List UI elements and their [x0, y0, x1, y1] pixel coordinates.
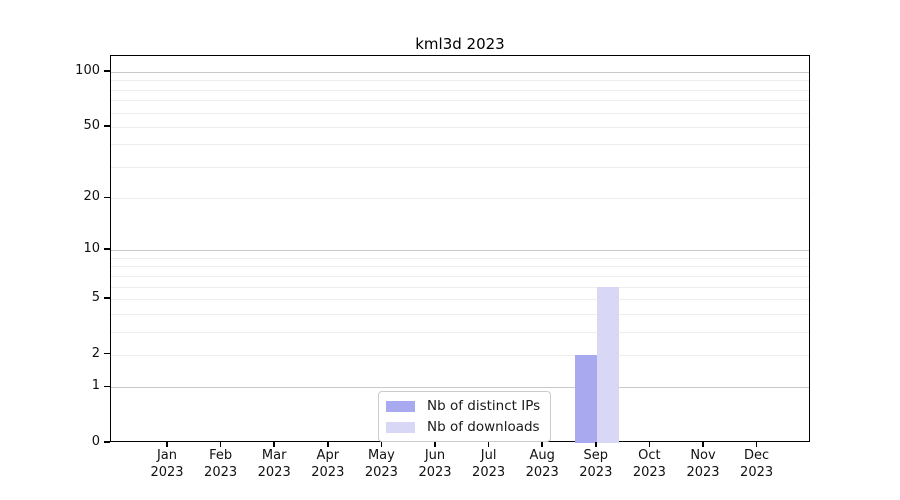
- x-tick-month: Jan: [156, 448, 178, 463]
- x-tick-year: 2023: [364, 464, 398, 480]
- legend-swatch-distinct-ips-icon: [386, 400, 415, 412]
- y-tick-mark: [104, 196, 110, 198]
- x-tick-mark: [595, 442, 597, 447]
- gridline-minor: [111, 89, 809, 91]
- x-tick-year: 2023: [418, 464, 452, 480]
- x-tick-mark: [541, 442, 543, 447]
- y-tick-mark: [104, 385, 110, 388]
- x-tick-month: Feb: [209, 448, 233, 463]
- gridline-minor: [111, 198, 809, 200]
- gridline-minor: [111, 257, 809, 259]
- legend: Nb of distinct IPs Nb of downloads: [378, 391, 552, 442]
- x-tick-year: 2023: [204, 464, 238, 480]
- x-tick-month: Mar: [261, 448, 287, 463]
- x-tick-mark: [434, 442, 436, 447]
- x-tick-label: Nov 2023: [675, 448, 731, 481]
- gridline-minor: [111, 112, 809, 114]
- x-tick-label: Aug 2023: [514, 448, 570, 481]
- bar-nb-of-distinct-ips: [574, 354, 597, 443]
- gridline-major: [111, 250, 809, 252]
- gridline-minor: [111, 331, 809, 333]
- gridline-minor: [111, 166, 809, 168]
- legend-item-distinct-ips: Nb of distinct IPs: [386, 398, 540, 414]
- y-tick-mark: [104, 70, 110, 72]
- plot-area: Nb of distinct IPs Nb of downloads: [110, 55, 810, 443]
- x-tick-mark: [273, 442, 275, 447]
- gridline-minor: [111, 275, 809, 277]
- gridline-minor: [111, 80, 809, 82]
- x-tick-label: Feb 2023: [193, 448, 249, 481]
- y-tick-mark: [104, 297, 110, 299]
- x-tick-mark: [702, 442, 704, 447]
- legend-item-downloads: Nb of downloads: [386, 419, 540, 435]
- x-tick-label: Sep 2023: [568, 448, 624, 481]
- gridline-minor: [111, 286, 809, 288]
- bars-layer: [111, 56, 809, 443]
- x-tick-mark: [487, 442, 490, 447]
- x-tick-label: Apr 2023: [300, 448, 356, 481]
- x-tick-label: Jul 2023: [461, 448, 517, 481]
- x-tick-year: 2023: [632, 464, 666, 480]
- x-tick-month: Nov: [690, 448, 716, 463]
- x-tick-label: Oct 2023: [621, 448, 677, 481]
- x-tick-label: Jan 2023: [139, 448, 195, 481]
- gridline-minor: [111, 298, 809, 300]
- y-tick-label: 10: [83, 241, 100, 257]
- x-tick-label: Dec 2023: [729, 448, 785, 481]
- y-tick-label: 50: [83, 117, 100, 133]
- x-tick-year: 2023: [579, 464, 613, 480]
- x-tick-mark: [219, 442, 222, 447]
- x-tick-label: Jun 2023: [407, 448, 463, 481]
- x-tick-year: 2023: [311, 464, 345, 480]
- legend-swatch-downloads-icon: [386, 421, 415, 433]
- x-tick-year: 2023: [472, 464, 506, 480]
- legend-label-distinct-ips: Nb of distinct IPs: [427, 398, 541, 414]
- x-tick-mark: [327, 442, 329, 447]
- y-tick-mark: [104, 248, 110, 250]
- y-tick-label: 100: [75, 63, 100, 78]
- y-tick-mark: [104, 441, 110, 443]
- chart-title: kml3d 2023: [415, 35, 505, 53]
- y-tick-label: 2: [91, 345, 100, 361]
- y-tick-mark: [104, 352, 110, 355]
- gridline-major: [111, 72, 809, 73]
- x-tick-mark: [166, 442, 168, 447]
- x-tick-mark: [648, 442, 651, 447]
- x-tick-year: 2023: [740, 464, 774, 480]
- gridline-minor: [111, 126, 809, 128]
- x-tick-month: Oct: [638, 448, 661, 463]
- gridline-minor: [111, 313, 809, 315]
- x-tick-mark: [380, 442, 383, 447]
- x-tick-year: 2023: [150, 464, 184, 480]
- gridline-minor: [111, 354, 809, 356]
- x-tick-month: Jul: [480, 448, 497, 463]
- x-tick-year: 2023: [686, 464, 720, 480]
- gridlines-layer: [111, 56, 809, 441]
- y-tick-label: 1: [91, 378, 100, 394]
- x-tick-year: 2023: [257, 464, 291, 480]
- gridline-minor: [111, 144, 809, 146]
- gridline-major: [111, 387, 809, 389]
- x-tick-month: Dec: [744, 448, 770, 463]
- bar-nb-of-downloads: [596, 286, 619, 443]
- x-tick-month: Jun: [424, 448, 446, 463]
- x-tick-mark: [755, 442, 758, 447]
- y-tick-mark: [104, 125, 110, 127]
- x-tick-month: Aug: [529, 448, 555, 463]
- y-tick-label: 0: [91, 434, 100, 449]
- legend-label-downloads: Nb of downloads: [427, 419, 540, 435]
- x-tick-year: 2023: [525, 464, 559, 480]
- gridline-minor: [111, 266, 809, 268]
- x-tick-month: Apr: [316, 448, 340, 463]
- x-tick-month: May: [367, 448, 395, 463]
- gridline-minor: [111, 100, 809, 102]
- x-tick-label: Mar 2023: [246, 448, 302, 481]
- x-tick-label: May 2023: [353, 448, 409, 481]
- y-tick-label: 5: [91, 289, 100, 305]
- y-tick-label: 20: [83, 189, 100, 205]
- x-tick-month: Sep: [583, 448, 609, 463]
